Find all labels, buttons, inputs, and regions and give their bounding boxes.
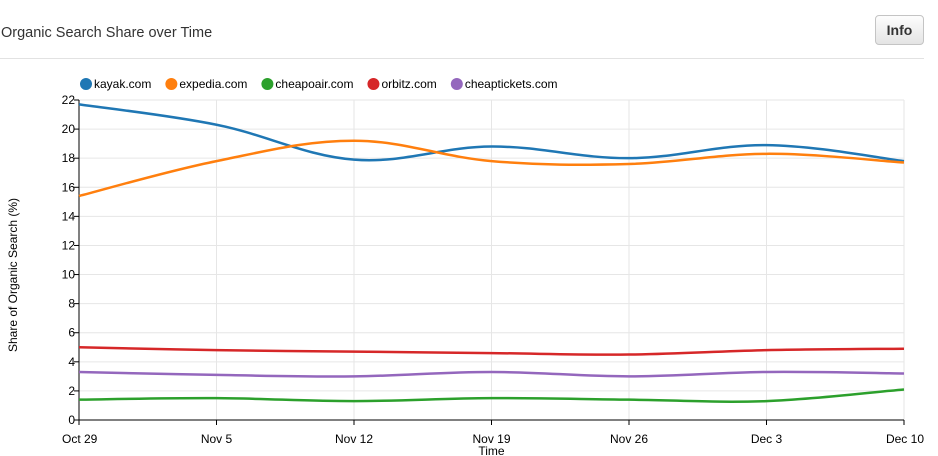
- legend-item-cheaptickets-com[interactable]: cheaptickets.com: [450, 77, 558, 91]
- x-tick-label: Nov 12: [335, 432, 373, 446]
- line-chart: kayak.com expedia.com cheapoair.com orbitz.…: [6, 77, 925, 456]
- y-tick-label: 2: [68, 384, 75, 398]
- legend-label: cheaptickets.com: [465, 77, 558, 91]
- y-tick-label: 4: [68, 355, 75, 369]
- chart-grid: [79, 99, 905, 420]
- chart-header: Organic Search Share over Time Info: [0, 0, 924, 59]
- x-tick-label: Nov 5: [201, 432, 233, 446]
- chart-panel-title: Organic Search Share over Time: [1, 25, 213, 41]
- x-tick-label: Dec 3: [751, 432, 783, 446]
- legend-item-orbitz-com[interactable]: orbitz.com: [367, 77, 437, 91]
- legend-label: expedia.com: [179, 77, 247, 91]
- chart-legend[interactable]: kayak.com expedia.com cheapoair.com orbitz.…: [80, 77, 558, 91]
- chart-axes: 0 2 4 6 8 10 12 14 16 18 20 22 Oct 29 Nov 5 Nov 12 Nov …: [62, 93, 925, 446]
- legend-label: cheapoair.com: [275, 77, 353, 91]
- y-tick-label: 0: [68, 413, 75, 427]
- series-line-kayak-com[interactable]: [78, 103, 905, 163]
- series-line-expedia-com[interactable]: [78, 139, 905, 198]
- legend-swatch: [80, 78, 92, 90]
- x-tick-label: Nov 19: [472, 432, 510, 446]
- x-tick-label: Oct 29: [62, 432, 98, 446]
- legend-label: kayak.com: [94, 77, 151, 91]
- legend-swatch: [165, 78, 178, 90]
- series-line-orbitz-com[interactable]: [78, 346, 905, 356]
- x-axis-title: Time: [478, 444, 505, 456]
- x-tick-label: Dec 10: [886, 432, 924, 446]
- legend-swatch: [261, 78, 274, 90]
- y-tick-label: 16: [62, 180, 76, 194]
- y-tick-label: 22: [62, 93, 76, 107]
- legend-item-kayak-com[interactable]: kayak.com: [80, 77, 152, 91]
- y-axis-title: Share of Organic Search (%): [6, 198, 20, 352]
- y-tick-label: 12: [62, 238, 76, 252]
- legend-swatch: [367, 78, 380, 90]
- legend-label: orbitz.com: [381, 77, 436, 91]
- info-button[interactable]: Info: [875, 15, 924, 45]
- legend-item-cheapoair-com[interactable]: cheapoair.com: [261, 77, 354, 91]
- y-tick-label: 6: [68, 326, 75, 340]
- chart-series: [78, 103, 905, 403]
- y-tick-label: 8: [68, 297, 75, 311]
- series-line-cheapoair-com[interactable]: [78, 388, 905, 403]
- legend-swatch: [450, 78, 463, 90]
- series-line-cheaptickets-com[interactable]: [78, 370, 905, 378]
- y-tick-label: 14: [62, 209, 76, 223]
- y-tick-label: 20: [62, 122, 76, 136]
- legend-item-expedia-com[interactable]: expedia.com: [165, 77, 248, 91]
- y-tick-label: 10: [62, 268, 76, 282]
- y-tick-label: 18: [62, 151, 76, 165]
- x-tick-label: Nov 26: [610, 432, 648, 446]
